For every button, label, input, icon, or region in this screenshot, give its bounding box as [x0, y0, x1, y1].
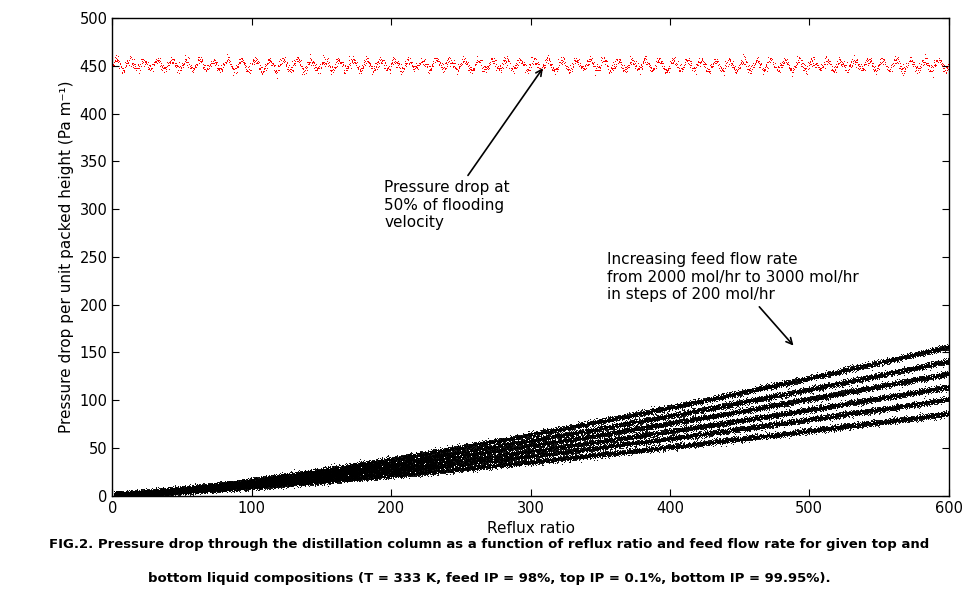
Text: FIG.2. Pressure drop through the distillation column as a function of reflux rat: FIG.2. Pressure drop through the distill…: [49, 538, 928, 551]
Text: bottom liquid compositions (T = 333 K, feed IP = 98%, top IP = 0.1%, bottom IP =: bottom liquid compositions (T = 333 K, f…: [148, 572, 829, 585]
X-axis label: Reflux ratio: Reflux ratio: [487, 521, 573, 536]
Text: Increasing feed flow rate
from 2000 mol/hr to 3000 mol/hr
in steps of 200 mol/hr: Increasing feed flow rate from 2000 mol/…: [607, 252, 858, 344]
Text: Pressure drop at
50% of flooding
velocity: Pressure drop at 50% of flooding velocit…: [384, 70, 541, 230]
Y-axis label: Pressure drop per unit packed height (Pa m⁻¹): Pressure drop per unit packed height (Pa…: [59, 81, 74, 433]
